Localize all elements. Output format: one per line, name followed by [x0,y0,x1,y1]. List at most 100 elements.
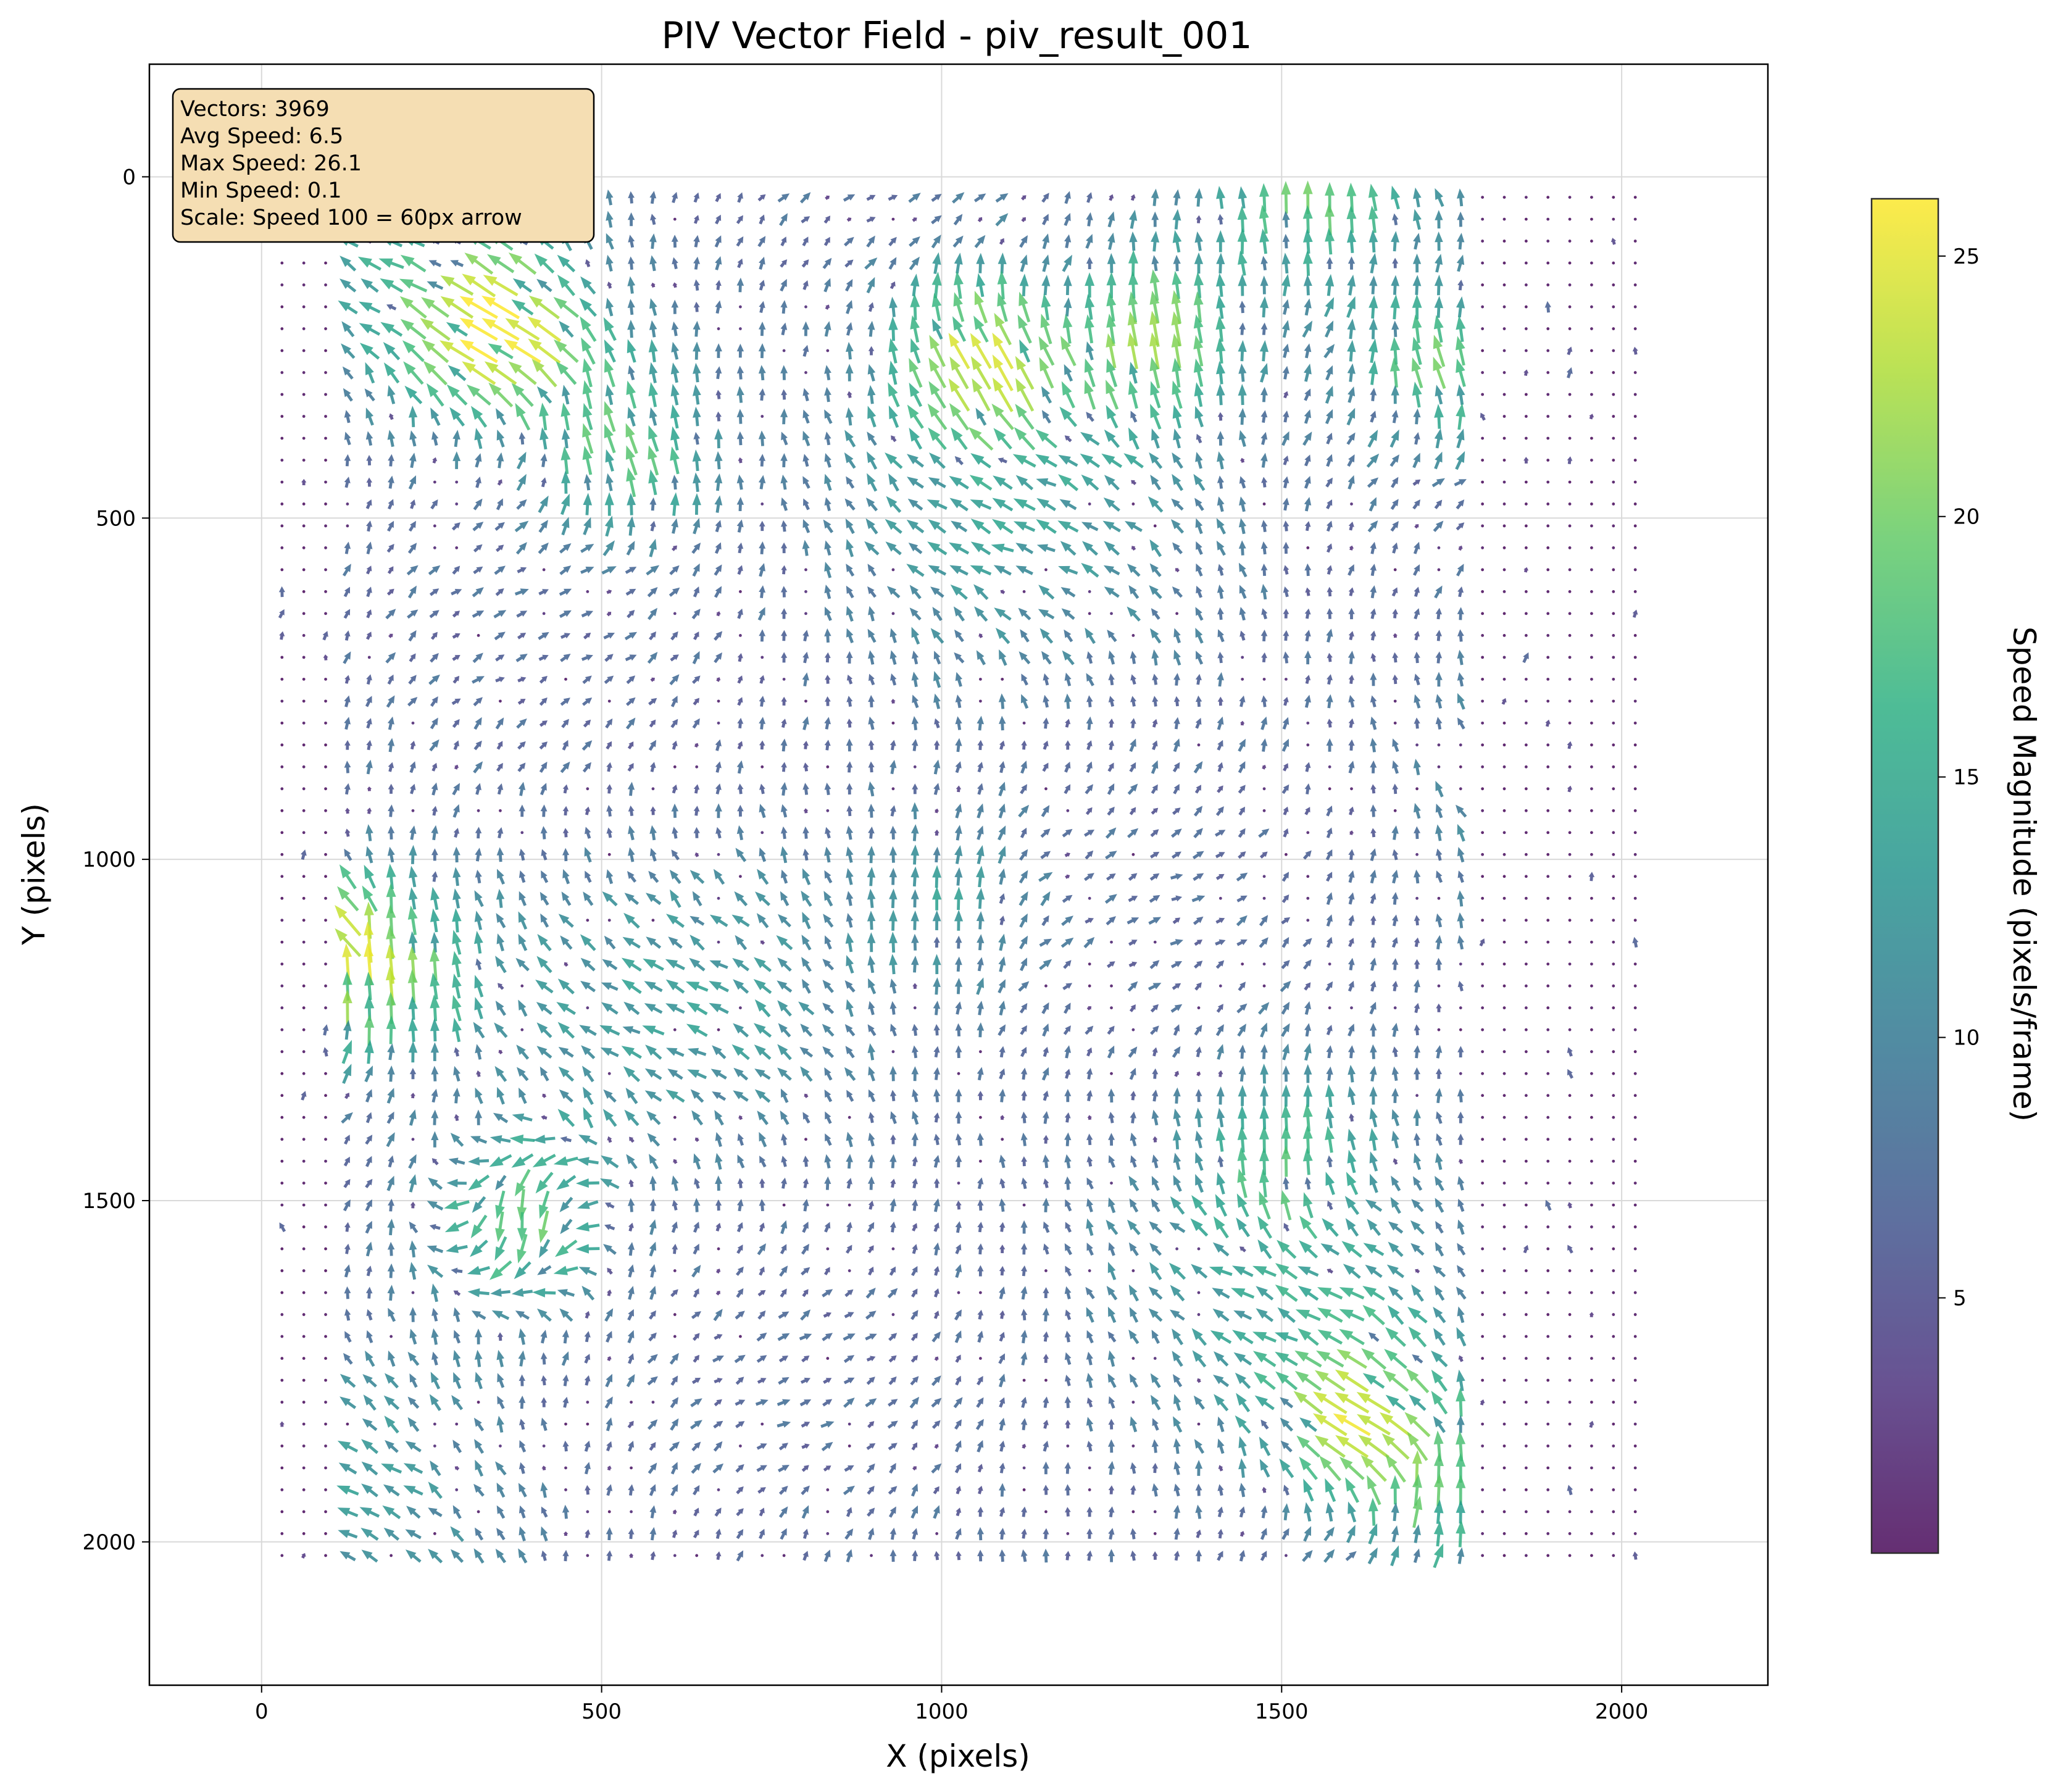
vector-arrow [1325,203,1335,236]
vector-arrow [1065,1420,1071,1428]
vector-arrow [1104,429,1120,448]
vector-arrow [535,1172,554,1194]
x-tick-label: 2000 [1595,1699,1649,1724]
vector-arrow [1524,436,1528,440]
vector-arrow [1369,1001,1377,1015]
vector-arrow [496,762,503,772]
vector-arrow [1414,1002,1420,1014]
vector-arrow [1281,1001,1290,1015]
vector-arrow [388,1307,396,1322]
vector-arrow [1481,502,1485,506]
vector-arrow [889,805,896,817]
vector-arrow [1022,1488,1026,1491]
vector-arrow [868,1001,875,1015]
vector-arrow [1393,1158,1398,1165]
vector-arrow [668,936,683,949]
vector-arrow [844,1312,854,1319]
vector-arrow [1590,633,1593,637]
vector-arrow [868,1132,875,1147]
vector-arrow [823,321,831,337]
vector-arrow [1326,806,1333,817]
vector-arrow [759,1507,765,1517]
vector-arrow [933,1311,939,1319]
vector-arrow [1568,1225,1572,1228]
vector-arrow [586,1422,589,1426]
vector-arrow [470,1214,488,1239]
vector-arrow [737,804,744,817]
vector-arrow [886,586,901,599]
vector-arrow [505,318,540,341]
vector-arrow [1481,612,1485,615]
vector-arrow [1174,1070,1180,1077]
vector-arrow [473,1022,485,1039]
vector-arrow [802,762,809,772]
vector-arrow [536,1022,552,1038]
vector-arrow [669,565,680,575]
vector-arrow [1108,740,1115,751]
vector-arrow [302,656,306,659]
vector-arrow [1194,231,1203,251]
vector-arrow [1435,630,1442,641]
vector-arrow [1391,825,1399,840]
vector-arrow [1367,1219,1381,1236]
vector-arrow [801,1505,809,1519]
vector-arrow [621,1046,642,1059]
vector-arrow [1457,649,1465,665]
vector-arrow [475,453,482,468]
vector-arrow [431,782,438,796]
vector-arrow [583,402,593,430]
vector-arrow [693,784,700,794]
vector-arrow [911,1442,917,1451]
vector-arrow [518,1483,527,1498]
vector-arrow [1502,349,1506,352]
vector-arrow [715,300,722,314]
vector-arrow [625,1088,638,1104]
vector-arrow [539,697,548,706]
vector-arrow [1128,249,1138,277]
vector-arrow [1064,1089,1072,1102]
vector-arrow [1323,1549,1335,1563]
vector-arrow [473,1417,485,1432]
vector-arrow [846,539,854,557]
vector-arrow [385,652,396,664]
vector-arrow [823,278,831,293]
vector-arrow [518,911,528,930]
vector-arrow [1457,890,1465,907]
vector-arrow [429,1394,441,1411]
vector-arrow [340,256,357,272]
vector-arrow [1633,240,1637,243]
vector-arrow [324,1115,327,1119]
vector-arrow [999,915,1006,925]
vector-arrow [365,696,372,707]
vector-arrow [777,1000,792,1017]
vector-arrow [1042,762,1049,772]
vector-arrow [1169,1309,1185,1321]
vector-arrow [1435,1152,1443,1170]
vector-arrow [954,652,965,664]
vector-arrow [1348,761,1355,773]
vector-arrow [826,1488,830,1491]
vector-arrow [685,981,709,992]
vector-arrow [1502,1488,1506,1491]
vector-arrow [1392,674,1399,685]
vector-arrow [584,1375,591,1386]
vector-arrow [822,1023,835,1037]
vector-arrow [452,1088,460,1104]
vector-arrow [649,825,657,841]
vector-arrow [1433,520,1444,532]
colorbar-tick-label: 10 [1953,1026,1980,1051]
vector-arrow [626,380,637,409]
vector-arrow [906,519,925,533]
vector-arrow [997,270,1007,299]
vector-field [278,180,1639,1569]
vector-arrow [824,562,832,578]
vector-arrow [673,1159,678,1164]
vector-arrow [409,653,416,662]
vector-arrow [969,427,994,451]
vector-arrow [557,1022,575,1039]
vector-arrow [1236,1193,1249,1217]
vector-arrow [1021,1309,1028,1320]
vector-arrow [583,1107,594,1128]
vector-arrow [386,883,396,914]
